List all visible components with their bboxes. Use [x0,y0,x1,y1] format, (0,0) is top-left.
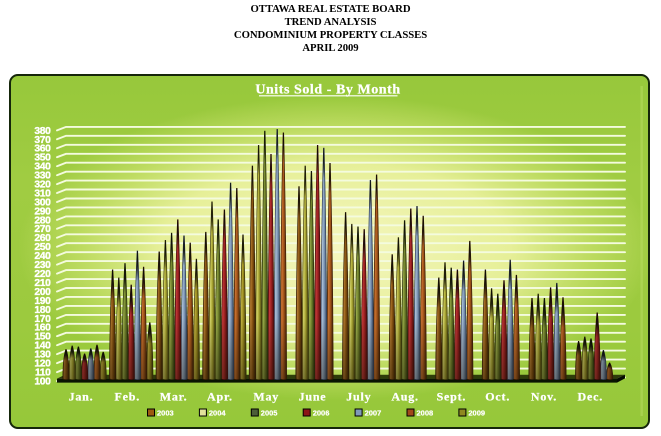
svg-text:2008: 2008 [417,409,434,418]
svg-text:140: 140 [34,341,51,352]
svg-text:150: 150 [34,332,51,343]
svg-text:370: 370 [34,135,51,146]
svg-text:110: 110 [35,367,51,378]
svg-text:330: 330 [34,171,51,182]
svg-text:340: 340 [34,162,51,173]
svg-text:120: 120 [34,359,51,370]
svg-text:2007: 2007 [365,409,382,418]
svg-text:Apr.: Apr. [207,390,233,404]
svg-text:Nov.: Nov. [531,390,557,404]
svg-text:350: 350 [34,153,51,164]
svg-text:240: 240 [34,251,51,262]
svg-text:200: 200 [34,287,51,298]
svg-text:Jan.: Jan. [69,390,94,404]
svg-text:160: 160 [34,323,51,334]
svg-text:220: 220 [34,269,51,280]
svg-text:290: 290 [34,206,51,217]
svg-text:May: May [253,390,279,404]
svg-text:2006: 2006 [313,409,330,418]
svg-text:210: 210 [34,278,51,289]
svg-text:250: 250 [34,242,51,253]
svg-text:300: 300 [34,197,51,208]
svg-text:190: 190 [34,296,51,307]
svg-text:310: 310 [34,188,51,199]
svg-text:230: 230 [34,260,51,271]
svg-text:260: 260 [34,233,51,244]
svg-text:100: 100 [34,376,51,387]
svg-text:320: 320 [34,180,51,191]
svg-text:2003: 2003 [157,409,174,418]
svg-text:2009: 2009 [468,409,485,418]
svg-text:July: July [346,390,371,404]
svg-text:Oct.: Oct. [485,390,510,404]
svg-text:Feb.: Feb. [115,390,141,404]
svg-text:Sept.: Sept. [437,390,467,404]
svg-text:380: 380 [34,126,51,137]
svg-text:Aug.: Aug. [391,390,419,404]
svg-text:270: 270 [34,224,51,235]
svg-text:2004: 2004 [209,409,227,418]
svg-text:Units Sold - By Month: Units Sold - By Month [255,83,400,98]
svg-text:June: June [299,390,327,404]
svg-text:Mar.: Mar. [160,390,188,404]
svg-text:170: 170 [34,314,51,325]
svg-text:180: 180 [34,305,51,316]
svg-text:130: 130 [34,350,51,361]
svg-text:Dec.: Dec. [578,390,604,404]
svg-text:280: 280 [34,215,51,226]
svg-text:360: 360 [34,144,51,155]
svg-text:2005: 2005 [261,409,278,418]
